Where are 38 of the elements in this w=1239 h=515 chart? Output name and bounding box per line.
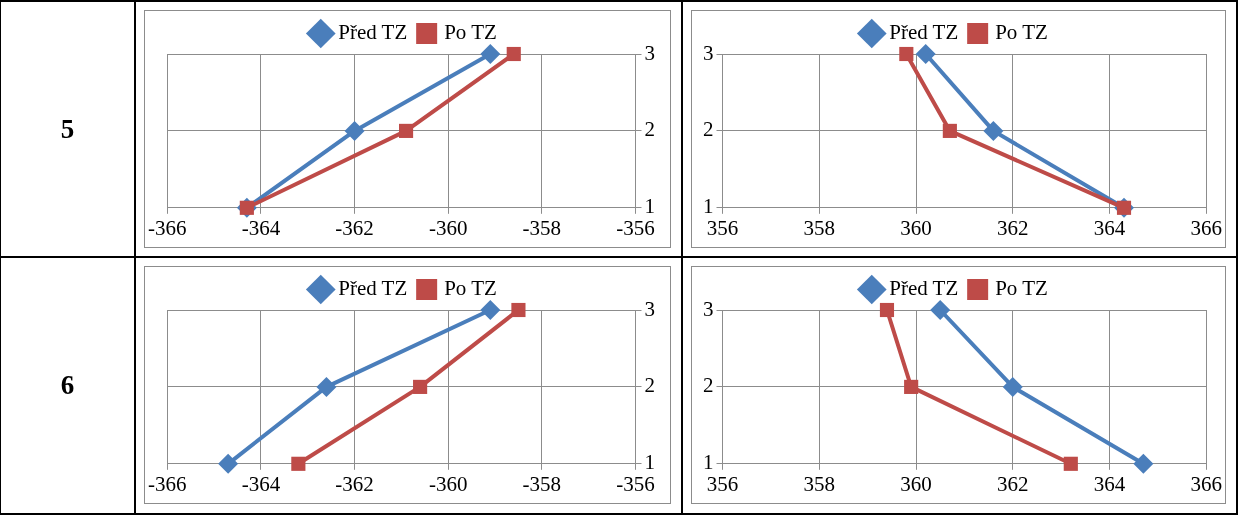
x-tick-label: 358 (803, 215, 835, 240)
y-tick-label: 3 (703, 296, 714, 321)
y2-tick-label: 2 (644, 117, 655, 142)
legend-label: Před TZ (338, 276, 408, 301)
y2-tick-label: 2 (644, 373, 655, 398)
text: 6 (1, 258, 136, 515)
x-tick-label: -366 (148, 471, 187, 496)
y2-tick-label: 3 (644, 296, 655, 321)
y-tick-label: 3 (703, 40, 714, 65)
x-tick-label: 366 (1190, 215, 1222, 240)
x-tick-label: -362 (335, 471, 374, 496)
legend-label: Před TZ (889, 276, 959, 301)
y-tick-label: 2 (703, 373, 714, 398)
x-tick-label: -362 (335, 215, 374, 240)
x-tick-label: -366 (148, 215, 187, 240)
x-tick-label: 362 (997, 215, 1029, 240)
x-tick-label: -364 (241, 215, 281, 240)
x-tick-label: -358 (522, 471, 562, 496)
x-tick-label: 362 (997, 471, 1029, 496)
x-tick-label: 364 (1093, 471, 1126, 496)
x-tick-label: 358 (803, 471, 835, 496)
x-tick-label: 366 (1190, 471, 1222, 496)
legend-label: Po TZ (444, 20, 497, 45)
x-tick-label: 360 (900, 215, 932, 240)
legend-label: Před TZ (889, 20, 959, 45)
text: 5 (1, 2, 136, 258)
legend-label: Po TZ (995, 20, 1048, 45)
legend-label: Po TZ (444, 276, 497, 301)
x-tick-label: -360 (428, 471, 468, 496)
x-tick-label: 364 (1093, 215, 1126, 240)
x-tick-label: -364 (241, 471, 281, 496)
x-tick-label: -358 (522, 215, 562, 240)
y2-tick-label: 3 (644, 40, 655, 65)
x-tick-label: 360 (900, 471, 932, 496)
legend-label: Po TZ (995, 276, 1048, 301)
legend-label: Před TZ (338, 20, 408, 45)
x-tick-label: -360 (428, 215, 468, 240)
y-tick-label: 2 (703, 117, 714, 142)
